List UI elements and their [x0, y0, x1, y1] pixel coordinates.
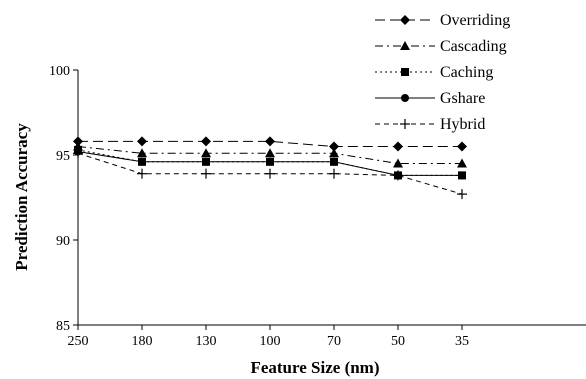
data-point [202, 157, 210, 166]
circle-marker [202, 157, 210, 166]
legend-item-cascading: Cascading [375, 38, 507, 55]
plus-marker [73, 148, 83, 159]
legend-item-gshare: Gshare [375, 90, 485, 107]
data-point [458, 171, 466, 180]
diamond-marker [137, 136, 147, 147]
data-point [265, 148, 275, 158]
circle-marker [401, 94, 409, 102]
data-point [393, 170, 403, 181]
data-point [329, 148, 339, 158]
y-tick-label: 100 [49, 64, 70, 79]
data-point [137, 148, 147, 158]
data-point [457, 158, 467, 168]
square-marker [401, 68, 409, 76]
series-overriding [73, 136, 467, 152]
data-point [73, 148, 83, 159]
legend-item-overriding: Overriding [375, 12, 510, 29]
plus-marker [265, 168, 275, 179]
x-tick-label: 180 [132, 334, 153, 349]
diamond-marker [329, 141, 339, 152]
data-point [393, 158, 403, 168]
triangle-marker [201, 148, 211, 158]
y-axis-title: Prediction Accuracy [12, 123, 31, 271]
diamond-marker [393, 141, 403, 152]
data-point [393, 141, 403, 152]
plus-marker [201, 168, 211, 179]
data-point [265, 136, 275, 147]
axes: 85 90 95 100 250 180 130 100 70 50 35 [49, 64, 586, 349]
triangle-marker [393, 158, 403, 168]
data-point [329, 141, 339, 152]
diamond-marker [73, 136, 83, 147]
legend: Overriding Cascading Caching Gshare Hybrid [375, 12, 510, 133]
data-point [137, 168, 147, 179]
data-point [329, 168, 339, 179]
y-tick-label: 90 [56, 234, 70, 249]
plus-marker [137, 168, 147, 179]
data-point [201, 168, 211, 179]
plus-marker [329, 168, 339, 179]
data-point [265, 168, 275, 179]
data-point [457, 189, 467, 200]
circle-marker [266, 157, 274, 166]
legend-label: Caching [440, 64, 493, 81]
x-tick-label: 250 [68, 334, 89, 349]
legend-label: Overriding [440, 12, 510, 29]
x-tick-label: 100 [260, 334, 281, 349]
series-hybrid [73, 148, 467, 200]
x-axis-title: Feature Size (nm) [250, 358, 379, 377]
diamond-marker [265, 136, 275, 147]
x-tick-label: 50 [391, 334, 405, 349]
triangle-marker [265, 148, 275, 158]
data-point [330, 157, 338, 166]
diamond-marker [457, 141, 467, 152]
data-point [457, 141, 467, 152]
legend-item-caching: Caching [375, 64, 493, 81]
triangle-marker [400, 41, 410, 50]
x-tick-label: 35 [455, 334, 469, 349]
plus-marker [393, 170, 403, 181]
diamond-marker [400, 15, 410, 25]
data-point [266, 157, 274, 166]
plus-marker [400, 119, 410, 129]
legend-label: Cascading [440, 38, 507, 55]
circle-marker [138, 157, 146, 166]
triangle-marker [457, 158, 467, 168]
triangle-marker [329, 148, 339, 158]
y-tick-label: 85 [56, 319, 70, 334]
x-tick-label: 70 [327, 334, 341, 349]
legend-label: Hybrid [440, 116, 485, 133]
data-point [201, 148, 211, 158]
x-tick-label: 130 [196, 334, 217, 349]
legend-label: Gshare [440, 90, 485, 107]
data-point [138, 157, 146, 166]
triangle-marker [137, 148, 147, 158]
circle-marker [330, 157, 338, 166]
data-point [137, 136, 147, 147]
series-lines [73, 136, 467, 200]
data-point [201, 136, 211, 147]
diamond-marker [201, 136, 211, 147]
legend-item-hybrid: Hybrid [375, 116, 485, 133]
plus-marker [457, 189, 467, 200]
circle-marker [458, 171, 466, 180]
data-point [73, 136, 83, 147]
y-tick-label: 95 [56, 149, 70, 164]
